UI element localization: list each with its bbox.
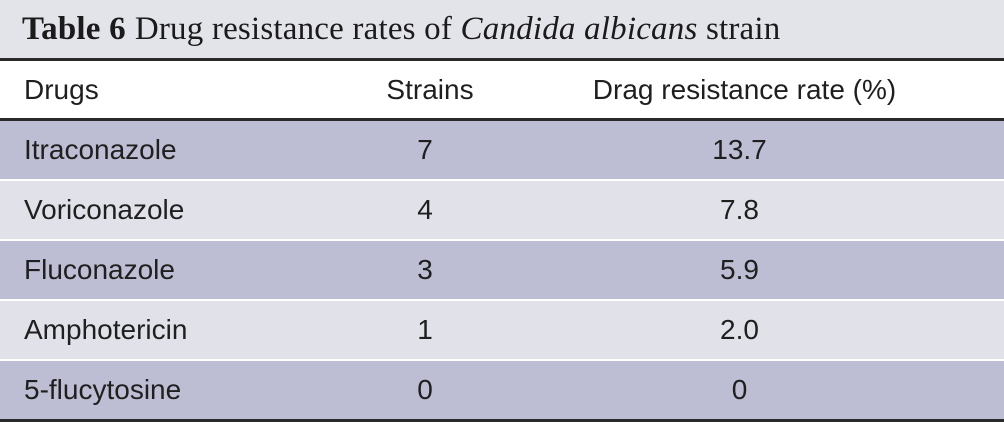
table-row: 5-flucytosine 0 0 bbox=[0, 361, 1004, 419]
caption-title-italic: Candida albicans bbox=[460, 10, 698, 47]
row-separator bbox=[0, 299, 1004, 301]
drug-name: Fluconazole bbox=[24, 254, 175, 285]
strain-count: 4 bbox=[417, 194, 433, 225]
top-rule bbox=[0, 58, 1004, 61]
row-separator bbox=[0, 179, 1004, 181]
resistance-rate: 0 bbox=[731, 374, 748, 405]
header-drugs: Drugs bbox=[24, 73, 99, 105]
table-row: Voriconazole 4 7.8 bbox=[0, 181, 1004, 239]
header-strains: Strains bbox=[386, 73, 474, 105]
resistance-rate: 5.9 bbox=[720, 254, 759, 285]
drug-name: Voriconazole bbox=[24, 194, 185, 225]
drug-name: Amphotericin bbox=[24, 314, 188, 345]
table-row: Itraconazole 7 13.7 bbox=[0, 121, 1004, 179]
table-label: Table 6 bbox=[22, 10, 126, 47]
strain-count: 0 bbox=[417, 374, 433, 405]
row-separator bbox=[0, 359, 1004, 361]
table-caption: Table 6 Drug resistance rates of Candida… bbox=[0, 0, 1004, 58]
header-rate: Drag resistance rate (%) bbox=[592, 73, 897, 105]
resistance-rate: 7.8 bbox=[720, 194, 759, 225]
strain-count: 3 bbox=[417, 254, 433, 285]
drug-name: 5-flucytosine bbox=[24, 374, 182, 405]
strain-count: 1 bbox=[417, 314, 433, 345]
resistance-rate: 13.7 bbox=[712, 134, 767, 165]
row-separator bbox=[0, 239, 1004, 241]
caption-title-suffix: strain bbox=[705, 10, 781, 47]
strain-count: 7 bbox=[417, 134, 433, 165]
table-row: Amphotericin 1 2.0 bbox=[0, 301, 1004, 359]
caption-title-prefix: Drug resistance rates of bbox=[134, 10, 453, 47]
resistance-rate: 2.0 bbox=[720, 314, 759, 345]
drug-name: Itraconazole bbox=[24, 134, 177, 165]
table-header-row: Drugs Strains Drag resistance rate (%) bbox=[0, 61, 1004, 118]
table-row: Fluconazole 3 5.9 bbox=[0, 241, 1004, 299]
header-rule bbox=[0, 118, 1004, 121]
